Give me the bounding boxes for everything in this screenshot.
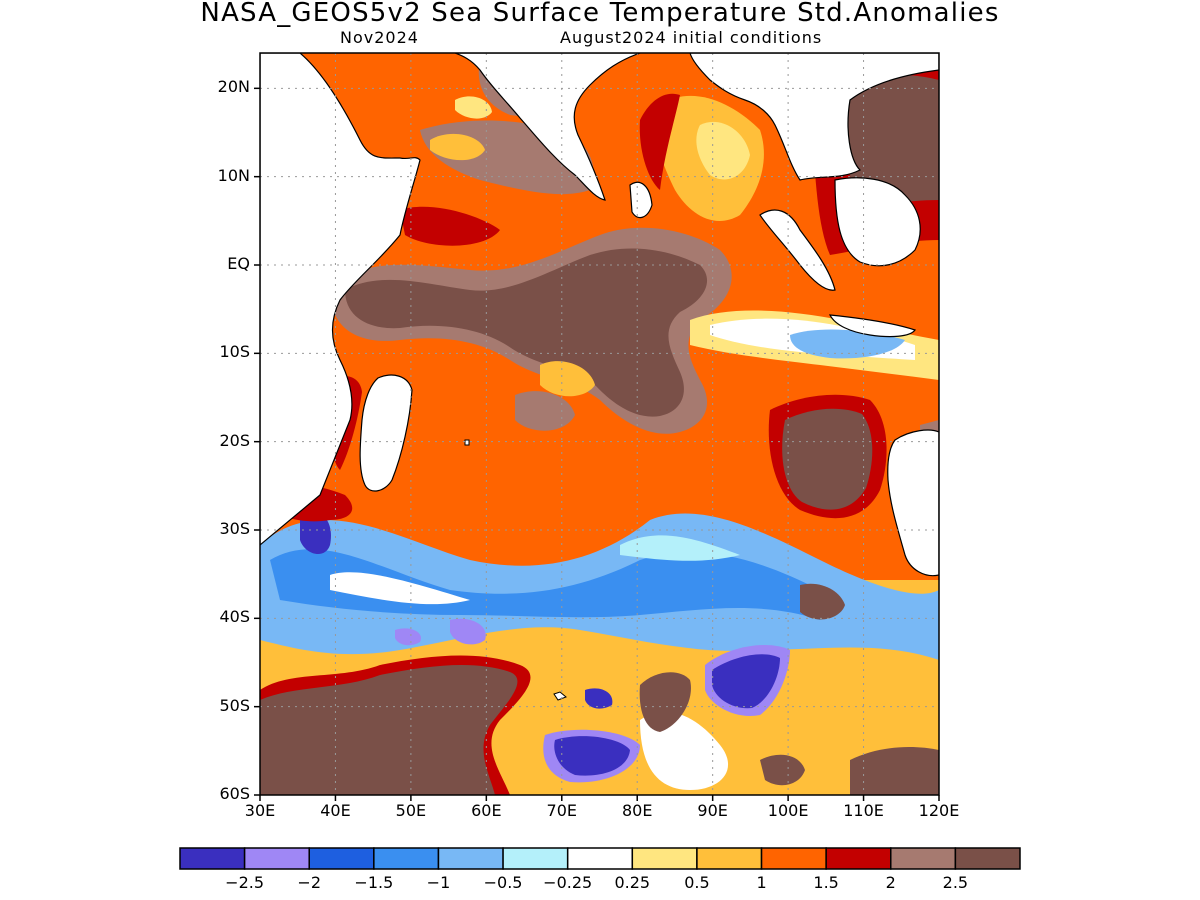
colorbar-swatch	[308, 847, 375, 870]
colorbar-label: −2.5	[225, 873, 265, 892]
lat-tick-label: EQ	[227, 254, 250, 273]
colorbar-swatch	[502, 847, 569, 870]
lon-tick-label: 120E	[918, 801, 960, 820]
lat-tick-label: 50S	[219, 695, 250, 715]
lon-tick-label: 30E	[244, 801, 276, 820]
colorbar-label: 0.5	[684, 873, 710, 892]
colorbar-label: 1	[756, 873, 767, 892]
colorbar-swatch	[696, 847, 763, 870]
lat-tick-label: 10S	[219, 342, 250, 362]
colorbar-swatch	[760, 847, 827, 870]
colorbar-swatch	[373, 847, 440, 870]
lon-tick-label: 70E	[546, 801, 577, 820]
lat-tick-label: 20S	[219, 430, 250, 450]
forecast-month: Nov2024	[340, 28, 419, 47]
grid-lines	[260, 53, 939, 795]
colorbar-swatch	[631, 847, 698, 870]
lon-tick-label: 100E	[767, 801, 809, 820]
lon-tick-label: 60E	[471, 801, 502, 820]
axis-ticks	[254, 87, 940, 801]
colorbar-swatch	[437, 847, 504, 870]
colorbar-label: −0.5	[483, 873, 523, 892]
lon-tick-label: 50E	[395, 801, 427, 820]
colorbar-swatch	[825, 847, 892, 870]
colorbar-label: −2	[297, 873, 322, 892]
initial-conditions: August2024 initial conditions	[560, 28, 823, 47]
lon-tick-label: 90E	[697, 801, 728, 820]
anomaly-field	[260, 53, 939, 795]
colorbar-label: 2	[885, 873, 896, 892]
lon-tick-label: 40E	[320, 801, 351, 820]
map-title: NASA_GEOS5v2 Sea Surface Temperature Std…	[200, 0, 1000, 28]
colorbar-label: −0.25	[543, 873, 593, 892]
lat-tick-label: 30S	[219, 519, 250, 538]
colorbar-swatch	[890, 847, 957, 870]
colorbar-label: −1.5	[354, 873, 394, 892]
lat-tick-label: 60S	[219, 784, 250, 803]
lat-tick-label: 10N	[217, 165, 250, 185]
colorbar	[179, 847, 1021, 870]
colorbar-swatch	[179, 847, 246, 870]
colorbar-label: 2.5	[942, 873, 969, 892]
colorbar-swatch	[243, 847, 310, 870]
plot-frame	[259, 52, 940, 796]
colorbar-swatch	[954, 847, 1021, 870]
lon-tick-label: 110E	[843, 801, 884, 820]
colorbar-label: −1	[426, 873, 451, 892]
colorbar-label: 0.25	[614, 873, 651, 892]
lon-tick-label: 80E	[621, 801, 653, 820]
colorbar-swatch	[566, 847, 634, 870]
lat-tick-label: 40S	[219, 607, 250, 627]
colorbar-label: 1.5	[813, 873, 839, 892]
lat-tick-label: 20N	[217, 77, 250, 97]
